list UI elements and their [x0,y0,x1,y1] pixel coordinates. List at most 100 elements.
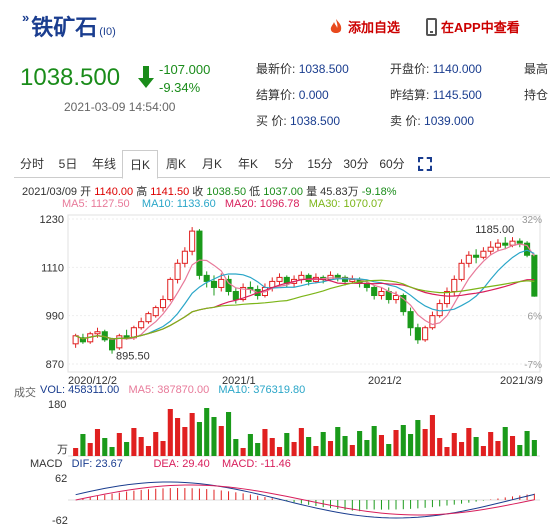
tab-9[interactable]: 30分 [343,157,369,171]
tab-4[interactable]: 周K [165,157,186,171]
candle-body [371,286,378,297]
candle-body [443,290,451,305]
macd-top-label: 62 [55,473,68,485]
candle-body [94,331,101,335]
ma10-legend: MA10: 1133.60 [141,198,216,210]
volume-bar [531,440,537,456]
candle-body [123,335,130,339]
volume-bar [415,420,421,456]
flame-icon [330,18,342,33]
volume-bar [240,448,246,456]
volume-bar [509,436,516,456]
volume-bar [284,433,290,456]
volume-bar [451,433,457,456]
candle-body [363,282,370,288]
tab-5[interactable]: 月K [201,157,222,171]
tab-10[interactable]: 60分 [379,157,405,171]
y-tick-label: 1110 [41,262,64,274]
tab-1[interactable]: 5日 [58,157,78,171]
volume-bar [160,441,166,456]
candle-body [524,242,531,256]
candle-body [480,250,487,258]
candle-body [283,276,290,284]
candle-body [436,303,443,317]
candle-body [138,321,145,329]
volume-ma5: MA5: 387870.00 [128,384,210,396]
candle-body [349,278,356,282]
candle-body [407,311,414,329]
change-percent: -9.34% [159,80,201,95]
candle-body [225,278,232,292]
volume-bar [517,445,523,456]
prev-settle-value: 1145.500 [432,88,482,102]
candle-body [101,331,108,341]
tab-3[interactable]: 日K [122,150,158,179]
candle-body [429,315,436,329]
close-lbl: 收 [192,186,204,198]
volume-unit-label: 万 [57,444,68,456]
ma20-legend: MA20: 1096.78 [224,198,300,210]
add-watchlist-button[interactable]: 添加自选 [328,17,400,36]
volume-bar [175,418,181,456]
candle-body [392,295,400,301]
low-lbl: 低 [249,186,261,198]
volume-bar [495,441,501,456]
candle-body [167,278,174,301]
ma5-line [75,243,535,341]
y-tick-label: 990 [46,311,64,323]
volume-bar [480,446,486,456]
x-tick-label: 2021/2 [368,375,402,387]
candle-body [487,246,494,252]
high-label: 最高 [524,62,549,76]
fullscreen-icon[interactable] [418,157,432,171]
settle-value: 0.000 [298,88,329,102]
volume-bar [218,426,224,456]
tab-6[interactable]: 年K [237,157,258,171]
candle-body [327,274,334,280]
candle-body [451,278,458,292]
volume-bar [262,429,268,456]
volume-bar [335,427,341,456]
volume-ma10: MA10: 376319.80 [218,384,306,396]
current-price: 1038.500 [20,64,121,91]
vol-lbl: 量 [306,186,318,198]
period-tabs: 分时 5日 年线 日K 周K 月K 年K 5分 15分 30分 60分 [14,150,550,179]
y-tick-label: 870 [46,359,64,371]
volume-bar [94,429,101,456]
volume-bar [524,431,530,456]
latest-value: 1038.500 [298,62,349,76]
volume-bar [131,428,137,456]
volume-bar [204,408,210,456]
volume-bar [109,447,115,456]
open-label: 开盘价: [390,62,430,76]
y-tick-label: 1230 [40,214,64,226]
low-annotation: 895.50 [116,351,150,363]
candle-body [189,230,196,252]
price-panel: 1038.500 -107.000 -9.34% 2021-03-09 14:5… [14,56,214,126]
volume-bar [233,439,239,456]
volume-bar [313,446,319,456]
candle-body [502,242,509,246]
candle-body [108,339,116,351]
macd-dif: DIF: 23.67 [71,458,123,470]
volume-bar [87,443,93,456]
volume-bar [458,442,465,456]
open-value: 1140.000 [432,62,482,76]
tab-0[interactable]: 分时 [19,157,44,171]
ask-label: 卖 价: [390,114,421,128]
volume-bar [306,437,312,456]
quote-column-1: 最新价: 1038.500 结算价: 0.000 买 价: 1038.500 [256,56,349,134]
high-annotation: 1185.00 [475,224,514,236]
tab-7[interactable]: 5分 [274,157,294,171]
right-tick-label: -7% [524,360,542,371]
arrows-icon: » [22,10,30,25]
view-in-app-button[interactable]: 在APP中查看 [426,17,520,36]
tab-8[interactable]: 15分 [307,157,333,171]
volume-bar [444,447,450,456]
candle-body [181,250,188,264]
volume-bar [116,433,122,456]
volume-bar [386,444,392,456]
volume-bar [320,432,326,456]
tab-2[interactable]: 年线 [91,157,116,171]
header: »铁矿石 (I0) 添加自选 在APP中查看 [0,0,550,44]
